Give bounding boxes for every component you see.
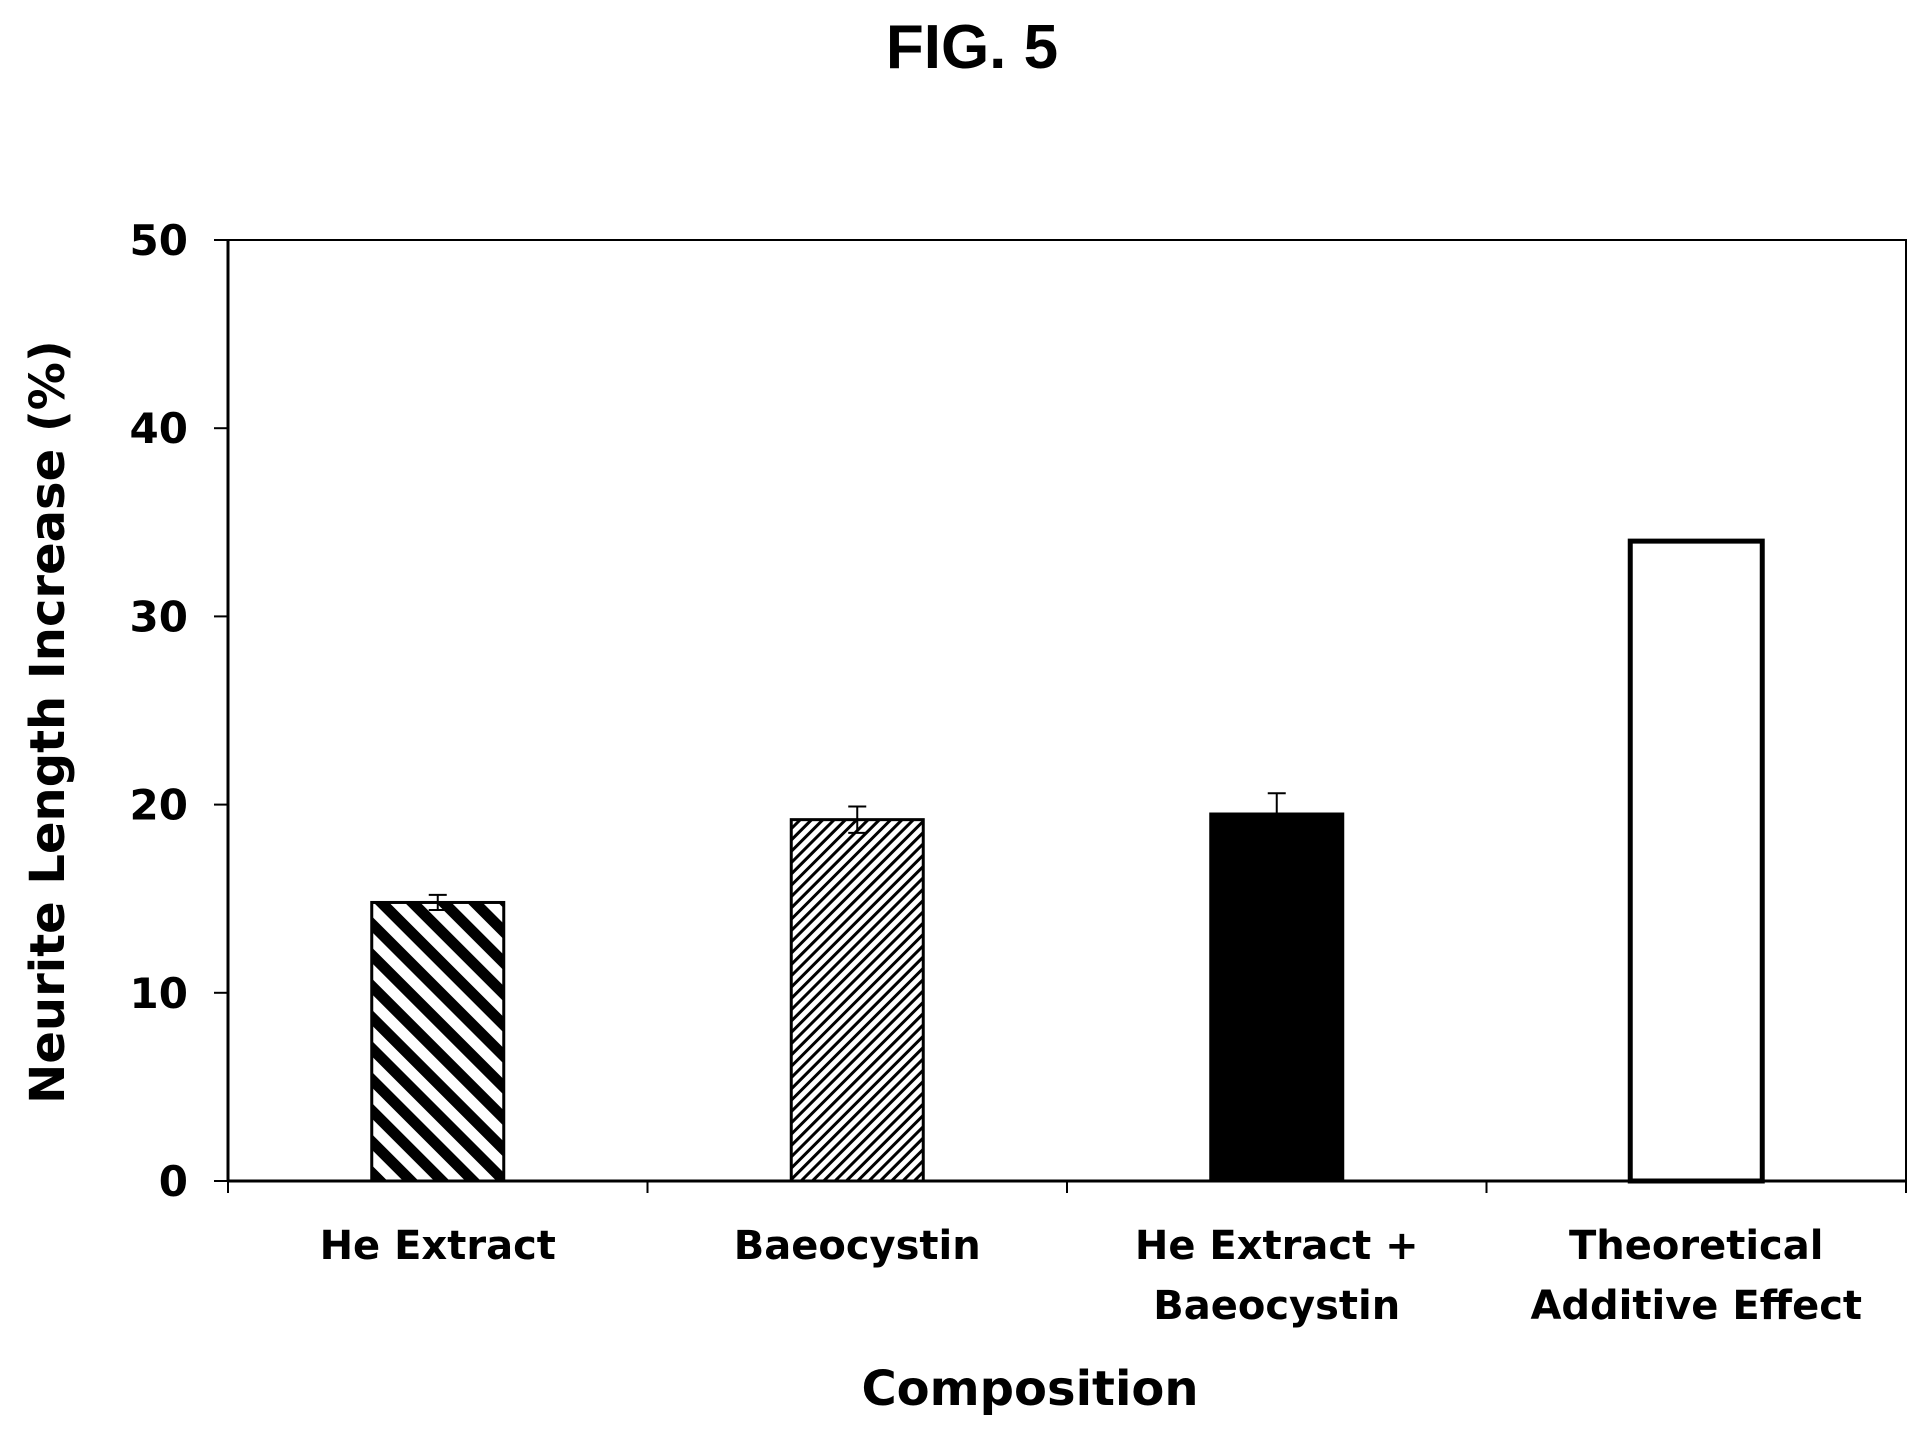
y-tick-label: 10 [130, 969, 188, 1018]
bar [1209, 812, 1345, 1183]
x-category-labels: He Extract Baeocystin He Extract + Baeocyst… [320, 1223, 1862, 1329]
x-category-label: Theoretical [1569, 1223, 1823, 1269]
bar-group [370, 538, 1765, 1184]
y-tick-label: 30 [130, 592, 188, 641]
x-category-label: He Extract [320, 1223, 556, 1269]
bar [789, 818, 925, 1183]
y-tick-label: 40 [130, 404, 188, 453]
y-tick-label: 0 [159, 1157, 188, 1206]
figure-title: FIG. 5 [886, 13, 1058, 82]
x-category-label: He Extract + [1135, 1223, 1419, 1269]
y-tick-label: 20 [130, 781, 188, 830]
x-axis-label: Composition [861, 1361, 1198, 1417]
bar [370, 900, 506, 1183]
bar [1627, 538, 1765, 1184]
x-category-label: Additive Effect [1530, 1283, 1862, 1329]
chart-axes [214, 239, 1907, 1193]
x-category-label: Baeocystin [1153, 1283, 1400, 1329]
y-tick-labels: 0 10 20 30 40 50 [130, 216, 188, 1206]
y-tick-label: 50 [130, 216, 188, 265]
y-axis-label: Neurite Length Increase (%) [20, 340, 76, 1104]
x-category-label: Baeocystin [734, 1223, 981, 1269]
error-bar-group [428, 792, 1286, 911]
